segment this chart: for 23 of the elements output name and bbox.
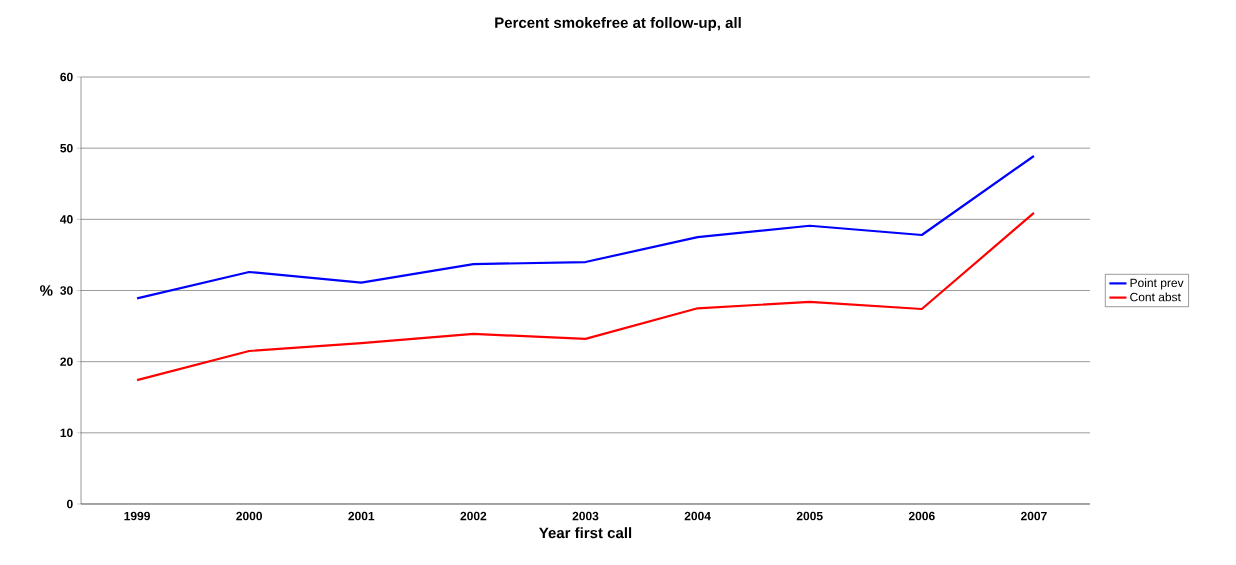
x-tick-label: 2001 <box>348 511 375 521</box>
y-axis-title: % <box>40 285 53 296</box>
x-tick-label: 1999 <box>124 511 150 521</box>
y-tick-label: 30 <box>60 286 73 295</box>
x-tick-label: 2002 <box>460 511 487 521</box>
x-tick-label: 2005 <box>796 511 823 521</box>
y-tick-label: 10 <box>60 428 73 438</box>
x-axis-title: Year first call <box>539 527 632 539</box>
y-tick-label: 20 <box>60 357 73 366</box>
x-tick-label: 2006 <box>908 511 935 521</box>
legend-label: Point prev <box>1130 278 1184 290</box>
x-tick-label: 2000 <box>236 511 263 521</box>
line-series <box>135 211 1036 382</box>
chart-title: Percent smokefree at follow-up, all <box>495 17 741 31</box>
line-series <box>135 154 1036 300</box>
legend-label: Cont abst <box>1130 292 1181 302</box>
x-tick-label: 2007 <box>1020 511 1047 521</box>
x-tick-label: 2004 <box>684 511 711 521</box>
y-tick-label: 60 <box>60 72 73 82</box>
y-tick-label: 40 <box>60 215 73 224</box>
y-tick-label: 50 <box>60 143 73 153</box>
y-tick-label: 0 <box>67 499 73 509</box>
x-tick-label: 2003 <box>572 511 599 521</box>
